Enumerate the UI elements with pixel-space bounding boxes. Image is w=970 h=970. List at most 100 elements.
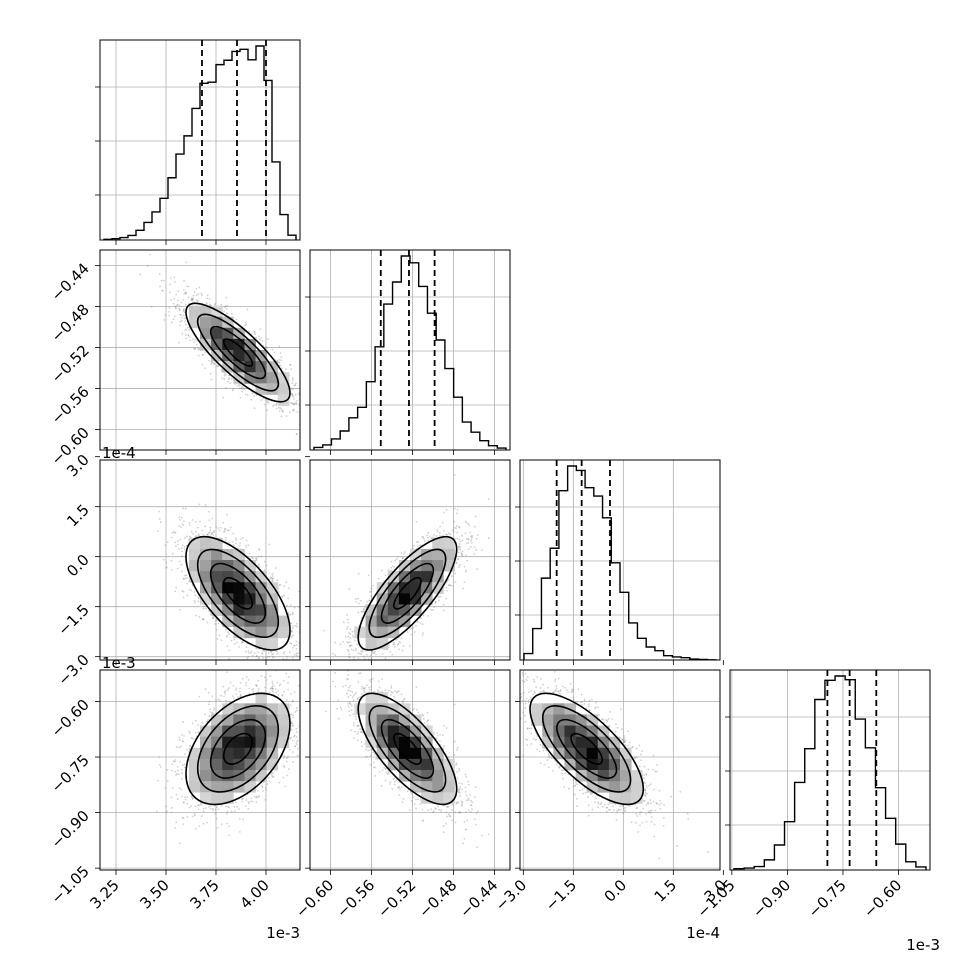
sample-point bbox=[181, 550, 183, 553]
sample-point bbox=[184, 320, 186, 323]
sample-point bbox=[168, 306, 171, 309]
sample-point bbox=[246, 394, 249, 396]
sample-point bbox=[180, 547, 183, 549]
sample-point bbox=[175, 545, 177, 548]
sample-point bbox=[174, 307, 177, 310]
sample-point bbox=[284, 678, 286, 680]
sample-point bbox=[179, 320, 182, 323]
sample-point bbox=[278, 410, 281, 412]
sample-point bbox=[247, 650, 250, 653]
sample-point bbox=[275, 404, 277, 406]
sample-point bbox=[184, 537, 186, 540]
sample-point bbox=[291, 656, 294, 659]
sample-point bbox=[276, 650, 279, 653]
sample-point bbox=[194, 348, 197, 351]
sample-point bbox=[202, 618, 205, 621]
sample-point bbox=[227, 631, 229, 634]
density-cell bbox=[222, 350, 234, 362]
sample-point bbox=[180, 563, 183, 566]
sample-point bbox=[266, 656, 269, 658]
sample-point bbox=[265, 399, 267, 401]
density-cell bbox=[233, 327, 245, 340]
sample-point bbox=[265, 564, 268, 567]
sample-point bbox=[184, 507, 187, 510]
sample-point bbox=[271, 580, 273, 583]
sample-point bbox=[211, 517, 214, 520]
sample-point bbox=[290, 622, 293, 625]
sample-point bbox=[230, 639, 233, 642]
sample-point bbox=[195, 343, 198, 346]
sample-point bbox=[238, 544, 241, 547]
sample-point bbox=[183, 317, 186, 320]
density-cell bbox=[233, 372, 245, 384]
sample-point bbox=[173, 315, 176, 318]
sample-point bbox=[180, 570, 183, 573]
sample-point bbox=[184, 334, 187, 337]
sample-point bbox=[228, 541, 231, 544]
sample-point bbox=[235, 537, 238, 540]
sample-point bbox=[261, 339, 264, 342]
sample-point bbox=[177, 290, 180, 293]
sample-point bbox=[200, 292, 203, 295]
sample-point bbox=[166, 541, 169, 544]
sample-point bbox=[231, 389, 234, 392]
sample-point bbox=[191, 298, 194, 300]
sample-point bbox=[264, 560, 266, 563]
sample-point bbox=[158, 272, 161, 275]
sample-point bbox=[174, 590, 177, 593]
sample-point bbox=[178, 308, 181, 311]
sample-point bbox=[253, 652, 256, 655]
sample-point bbox=[217, 527, 220, 530]
sample-point bbox=[251, 392, 254, 395]
sample-point bbox=[293, 403, 296, 406]
sample-point bbox=[226, 513, 229, 516]
sample-point bbox=[197, 348, 200, 351]
sample-point bbox=[230, 377, 233, 380]
sample-point bbox=[266, 399, 269, 402]
sample-point bbox=[202, 618, 205, 621]
hist-panel-p1 bbox=[305, 249, 511, 451]
sample-point bbox=[295, 400, 298, 402]
sample-point bbox=[270, 651, 273, 654]
sample-point bbox=[272, 405, 275, 408]
sample-point bbox=[160, 279, 163, 282]
sample-point bbox=[263, 569, 266, 571]
sample-point bbox=[172, 302, 175, 305]
sample-point bbox=[263, 650, 266, 653]
sample-point bbox=[255, 557, 257, 560]
sample-point bbox=[292, 402, 295, 405]
sample-point bbox=[272, 653, 274, 655]
sample-point bbox=[174, 280, 176, 283]
sample-point bbox=[295, 652, 298, 655]
sample-point bbox=[298, 606, 300, 609]
sample-point bbox=[178, 324, 181, 327]
sample-point bbox=[278, 584, 281, 587]
sample-point bbox=[244, 324, 247, 327]
density-cell bbox=[244, 372, 256, 384]
sample-point bbox=[291, 611, 294, 614]
sample-point bbox=[146, 265, 149, 267]
sample-point bbox=[258, 338, 261, 341]
panel-p0-p1 bbox=[99, 249, 313, 451]
sample-point bbox=[176, 540, 179, 543]
sample-point bbox=[295, 402, 298, 405]
sample-point bbox=[206, 297, 209, 300]
sample-point bbox=[185, 291, 188, 294]
sample-point bbox=[261, 652, 264, 655]
density-cell bbox=[266, 372, 279, 384]
sample-point bbox=[159, 521, 162, 523]
sample-point bbox=[178, 341, 180, 344]
sample-point bbox=[311, 413, 313, 415]
sample-point bbox=[162, 558, 165, 561]
sample-point bbox=[214, 302, 217, 305]
sample-point bbox=[226, 645, 229, 647]
sample-point bbox=[171, 531, 174, 534]
sample-point bbox=[267, 402, 270, 405]
sample-point bbox=[293, 402, 296, 405]
axes-frame bbox=[99, 249, 301, 451]
sample-point bbox=[241, 536, 244, 539]
sample-point bbox=[158, 518, 161, 520]
sample-point bbox=[282, 652, 285, 654]
sample-point bbox=[275, 403, 278, 405]
sample-point bbox=[252, 557, 255, 560]
